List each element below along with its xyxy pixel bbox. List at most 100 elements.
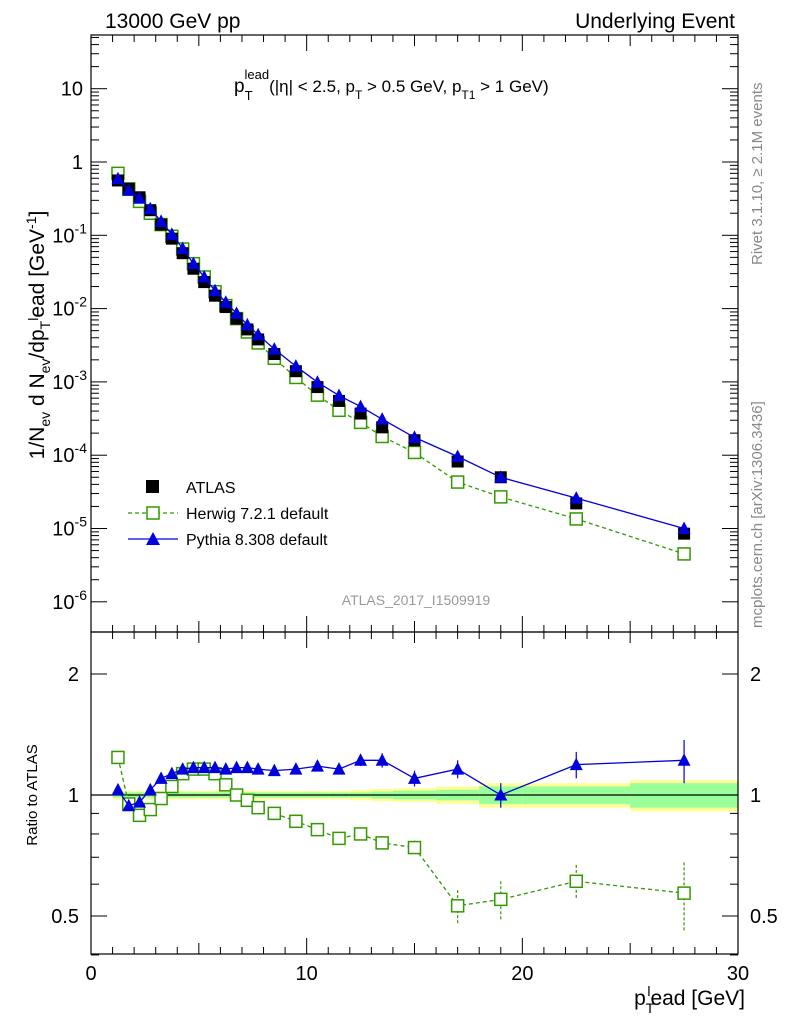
main-y-tick-label: 10-5	[52, 514, 87, 541]
pythia-point	[133, 191, 147, 204]
herwig-point	[450, 475, 465, 489]
pythia-point	[677, 521, 691, 534]
pythia-point	[494, 470, 508, 483]
pythia-point	[143, 201, 157, 215]
ratio-x-ticks: 0 10 20 30	[85, 632, 749, 985]
ratio-herwig-point	[375, 836, 389, 850]
herwig-point	[494, 490, 508, 504]
pythia-point	[165, 227, 179, 240]
ratio-pythia-point	[569, 757, 583, 771]
ratio-y-tick-label-right: 1	[750, 785, 761, 807]
ratio-pythia-point	[408, 771, 421, 784]
main-y-tick-label: 10-2	[52, 294, 87, 321]
pythia-point	[251, 327, 265, 341]
pythia-point	[111, 171, 125, 185]
x-axis-label: pTlead [GeV]	[634, 983, 745, 1016]
ratio-herwig-point	[143, 802, 158, 817]
ratio-herwig-point	[310, 822, 325, 837]
ratio-herwig-point	[332, 831, 346, 846]
ratio-pythia-point	[267, 763, 281, 777]
ratio-pythia-point	[230, 760, 244, 774]
pythia-point	[332, 388, 346, 402]
pythia-point	[267, 342, 281, 355]
rivet-label: Rivet 3.1.10, ≥ 2.1M events	[749, 83, 766, 266]
ratio-pythia-point	[332, 762, 346, 775]
ratio-x-tick-label: 30	[727, 963, 749, 985]
pythia-point	[569, 491, 583, 504]
main-y-tick-label: 10-6	[52, 587, 87, 614]
main-x-ticks	[90, 35, 739, 632]
ratio-herwig-point	[165, 779, 179, 794]
ratio-herwig-point	[450, 899, 465, 913]
ratio-herwig-point	[219, 778, 233, 792]
svg-text:pTlead [GeV]: pTlead [GeV]	[634, 983, 745, 1016]
main-y-tick-label: 10-4	[52, 440, 87, 467]
herwig-point	[677, 547, 691, 561]
ratio-pythia-point	[289, 762, 303, 775]
pythia-point	[451, 449, 465, 462]
ratio-herwig-point	[494, 892, 508, 907]
pythia-point	[310, 375, 324, 388]
herwig-point	[569, 512, 583, 526]
pythia-point	[375, 412, 389, 425]
ratio-pythia-point	[133, 795, 147, 808]
pythia-point	[186, 256, 200, 270]
ratio-uncertainty-band	[112, 779, 738, 812]
ratio-herwig-point	[111, 750, 125, 765]
main-y-tick-label: 1	[72, 152, 83, 174]
ratio-pythia-point	[154, 771, 168, 784]
ratio-x-tick-label: 0	[85, 963, 96, 985]
legend: ATLAS Herwig 7.2.1 default Pythia 8.308 …	[128, 480, 329, 549]
header-left: 13000 GeV pp	[105, 10, 240, 33]
ratio-pythia-point	[240, 760, 254, 774]
ratio-pythia-point	[197, 760, 211, 774]
main-y-tick-label: 10	[61, 79, 83, 101]
pythia-point	[154, 214, 168, 227]
main-y-tick-label: 10-3	[52, 367, 87, 394]
legend-atlas-label: ATLAS	[186, 480, 236, 497]
ratio-y-ticks: 0.5 0.5 1 1 2 2	[51, 664, 778, 956]
ratio-pythia-point	[111, 782, 125, 796]
herwig-point	[407, 445, 422, 460]
ratio-x-tick-label: 20	[511, 963, 533, 985]
ratio-panel: 0.5 0.5 1 1 2 2 0 10 20 30 Ratio to ATLAS	[24, 631, 778, 985]
ratio-pythia-point	[176, 762, 190, 775]
pythia-point	[122, 183, 136, 196]
pythia-point	[208, 283, 222, 297]
main-y-tick-label: 10-1	[52, 220, 87, 247]
mcplots-label: mcplots.cern.ch [arXiv:1306.3436]	[749, 401, 766, 628]
ratio-y-tick-label: 1	[68, 785, 79, 807]
ratio-pythia-point	[310, 759, 324, 772]
ratio-herwig-point	[267, 806, 282, 821]
pythia-point	[354, 399, 368, 413]
ratio-pythia-point	[451, 762, 465, 775]
ratio-herwig-point	[677, 886, 691, 900]
ratio-herwig-point	[289, 814, 303, 829]
ratio-y-axis-label: Ratio to ATLAS	[24, 744, 41, 845]
ratio-pythia-point	[251, 762, 265, 775]
ratio-x-tick-label: 10	[296, 963, 318, 985]
ratio-pythia-point	[186, 760, 200, 774]
pythia-point	[176, 241, 190, 255]
header-right: Underlying Event	[575, 10, 735, 33]
main-series-layer	[111, 166, 691, 561]
ratio-herwig-point	[569, 874, 583, 889]
ratio-herwig-point	[407, 840, 422, 855]
ratio-pythia-point	[143, 782, 157, 796]
ratio-herwig-point	[251, 800, 265, 815]
pythia-point	[289, 359, 303, 372]
ratio-pythia-point	[494, 788, 508, 801]
pythia-line	[117, 178, 685, 530]
ratio-pythia-point	[122, 798, 136, 812]
legend-herwig-label: Herwig 7.2.1 default	[186, 506, 329, 523]
svg-text:1/Nev d Nev/dpTlead [GeV-1]: 1/Nev d Nev/dpTlead [GeV-1]	[23, 211, 53, 460]
pythia-point	[219, 295, 233, 308]
ratio-pythia-point	[354, 753, 368, 766]
pythia-point	[240, 317, 254, 331]
ratio-herwig-point	[240, 793, 255, 808]
ratio-herwig-line	[117, 757, 685, 907]
legend-pythia-label: Pythia 8.308 default	[186, 532, 328, 549]
ratio-pythia-point	[208, 760, 222, 774]
ratio-herwig-point	[154, 791, 168, 806]
